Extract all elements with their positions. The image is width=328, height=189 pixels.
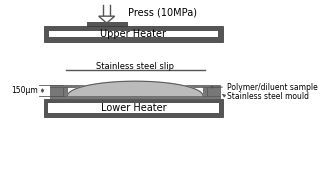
- FancyBboxPatch shape: [51, 87, 63, 96]
- Text: Upper Heater: Upper Heater: [100, 29, 166, 39]
- FancyBboxPatch shape: [203, 87, 207, 96]
- Text: Stainless steel mould: Stainless steel mould: [227, 92, 309, 101]
- FancyBboxPatch shape: [48, 103, 219, 113]
- FancyBboxPatch shape: [207, 87, 220, 96]
- FancyBboxPatch shape: [49, 31, 218, 37]
- Text: Stainless steel slip: Stainless steel slip: [96, 62, 174, 71]
- Polygon shape: [99, 16, 115, 23]
- FancyBboxPatch shape: [44, 26, 223, 42]
- FancyBboxPatch shape: [87, 22, 128, 30]
- Text: Lower Heater: Lower Heater: [101, 103, 166, 113]
- Text: 150μm: 150μm: [11, 86, 38, 94]
- FancyBboxPatch shape: [44, 99, 223, 117]
- Text: Polymer/diluent sample: Polymer/diluent sample: [227, 83, 318, 92]
- FancyBboxPatch shape: [51, 85, 220, 87]
- FancyBboxPatch shape: [51, 96, 220, 99]
- Text: Press (10MPa): Press (10MPa): [128, 7, 197, 17]
- FancyBboxPatch shape: [63, 87, 67, 96]
- Polygon shape: [67, 81, 203, 96]
